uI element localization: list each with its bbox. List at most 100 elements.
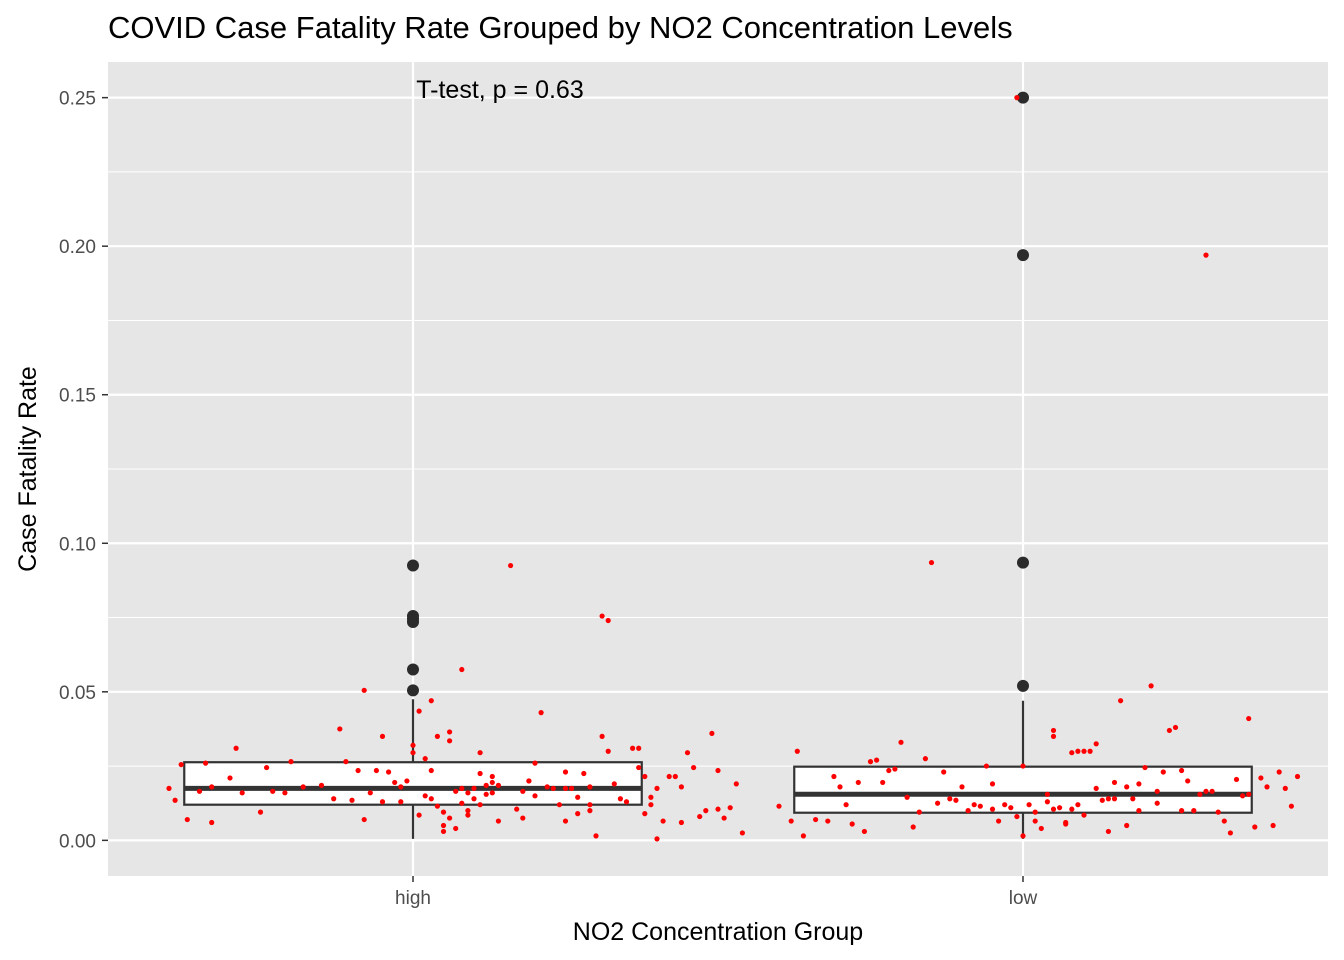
outlier-layer xyxy=(407,91,1029,697)
jitter-point xyxy=(721,815,727,821)
jitter-point xyxy=(1087,748,1093,754)
jitter-point xyxy=(538,710,544,716)
jitter-point xyxy=(416,812,422,818)
jitter-point xyxy=(825,818,831,824)
jitter-point xyxy=(989,781,996,787)
jitter-point xyxy=(1014,95,1020,101)
jitter-point xyxy=(514,806,520,812)
jitter-point xyxy=(428,698,434,704)
jitter-point xyxy=(1215,809,1221,815)
jitter-point xyxy=(203,760,209,766)
jitter-point xyxy=(1130,796,1136,802)
jitter-point xyxy=(1240,793,1246,799)
jitter-point xyxy=(398,799,404,805)
jitter-point xyxy=(892,766,898,772)
jitter-point xyxy=(1044,791,1050,797)
jitter-point xyxy=(1270,822,1276,829)
jitter-point xyxy=(971,802,977,808)
jitter-point xyxy=(575,811,581,817)
jitter-point xyxy=(623,799,630,805)
jitter-point xyxy=(1044,799,1050,805)
jitter-point xyxy=(709,730,715,737)
jitter-point xyxy=(928,559,935,566)
jitter-point xyxy=(428,767,434,774)
jitter-point xyxy=(660,818,666,824)
jitter-point xyxy=(495,782,501,788)
outlier-point xyxy=(1017,91,1029,104)
jitter-point xyxy=(922,756,929,762)
jitter-point xyxy=(337,726,343,732)
jitter-point xyxy=(178,761,184,768)
jitter-point xyxy=(318,782,325,788)
x-axis-ticks: high low xyxy=(395,876,1038,909)
jitter-point xyxy=(648,802,654,808)
jitter-point xyxy=(1081,812,1087,818)
jitter-point xyxy=(477,770,483,777)
jitter-point xyxy=(959,784,965,790)
jitter-point xyxy=(1099,797,1105,803)
jitter-point xyxy=(404,778,410,784)
jitter-point xyxy=(257,809,264,815)
jitter-point xyxy=(459,666,465,673)
jitter-point xyxy=(1142,764,1148,771)
jitter-point xyxy=(471,796,477,802)
jitter-point xyxy=(1075,748,1081,754)
jitter-point xyxy=(520,788,526,794)
jitter-point xyxy=(282,790,288,796)
jitter-point xyxy=(672,773,678,780)
y-tick-label: 0.00 xyxy=(59,831,96,852)
jitter-point xyxy=(861,828,868,835)
jitter-point xyxy=(1124,784,1130,790)
jitter-point xyxy=(605,617,611,624)
jitter-point xyxy=(1227,830,1233,836)
jitter-point xyxy=(428,796,434,802)
jitter-point xyxy=(874,757,880,763)
jitter-point xyxy=(343,759,349,765)
jitter-point xyxy=(703,808,709,814)
jitter-point xyxy=(1032,809,1038,815)
jitter-point xyxy=(1111,796,1118,802)
jitter-point xyxy=(1233,776,1240,783)
jitter-point xyxy=(526,778,532,784)
jitter-point xyxy=(264,764,270,771)
outlier-point xyxy=(1017,679,1029,692)
jitter-point xyxy=(1185,778,1191,784)
jitter-point xyxy=(666,773,672,780)
jitter-point xyxy=(776,803,782,809)
jitter-point xyxy=(648,794,654,800)
jitter-point xyxy=(1020,763,1026,769)
jitter-point xyxy=(867,759,874,765)
y-tick-label: 0.25 xyxy=(59,89,96,110)
jitter-point xyxy=(587,808,593,814)
jitter-point xyxy=(410,750,416,756)
jitter-point xyxy=(1288,803,1294,809)
jitter-point xyxy=(715,767,721,774)
jitter-point xyxy=(392,779,398,786)
jitter-point xyxy=(654,836,660,842)
jitter-point xyxy=(1172,724,1179,731)
jitter-point xyxy=(410,742,416,748)
jitter-point xyxy=(989,806,996,812)
jitter-point xyxy=(1050,727,1057,734)
jitter-point xyxy=(1203,788,1209,794)
jitter-point xyxy=(300,784,306,790)
jitter-point xyxy=(465,808,471,814)
jitter-point xyxy=(270,788,276,794)
jitter-point xyxy=(447,815,453,821)
jitter-point xyxy=(788,818,794,824)
jitter-point xyxy=(489,773,495,780)
boxplot-layer xyxy=(183,699,1253,839)
jitter-point xyxy=(678,784,685,790)
jitter-point xyxy=(416,708,422,714)
y-axis-title: Case Fatality Rate xyxy=(14,366,42,572)
jitter-point xyxy=(447,729,453,735)
jitter-point xyxy=(440,809,447,815)
jitter-point xyxy=(1136,781,1142,787)
jitter-point xyxy=(483,782,489,788)
jitter-point xyxy=(373,767,379,774)
jitter-point xyxy=(1154,788,1160,794)
outlier-point xyxy=(407,559,419,572)
jitter-point xyxy=(1105,828,1111,835)
jitter-point xyxy=(1069,806,1075,812)
